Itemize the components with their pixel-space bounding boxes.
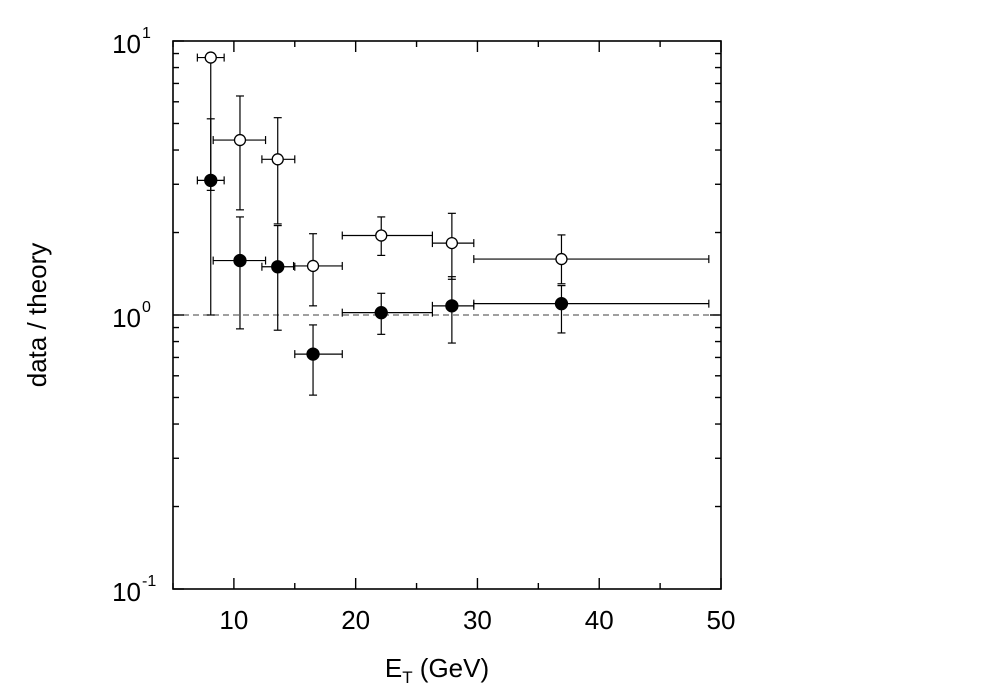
y-tick-label-exponent: -1 [142, 573, 156, 590]
x-tick-label: 50 [707, 605, 736, 635]
x-tick-label: 30 [463, 605, 492, 635]
plot-frame [172, 40, 722, 590]
filled-data-point [204, 173, 218, 188]
x-axis-title: ET (GeV) [385, 653, 489, 687]
y-axis-title: data / theory [22, 243, 52, 388]
x-tick-label: 10 [219, 605, 248, 635]
open-data-point [555, 252, 568, 266]
marker-layer [204, 51, 569, 361]
y-tick-label-exponent: 1 [142, 25, 151, 42]
x-axis-title-unit: (GeV) [413, 653, 490, 683]
open-data-point [204, 51, 217, 64]
errorbar-layer [196, 53, 710, 396]
x-tick-label: 40 [585, 605, 614, 635]
open-data-point [375, 229, 388, 242]
x-tick-label: 20 [341, 605, 370, 635]
open-data-point [233, 133, 247, 147]
open-data-point [271, 153, 284, 166]
open-data-point [445, 236, 459, 250]
open-data-point [306, 259, 320, 273]
filled-data-point [554, 297, 569, 311]
y-tick-label: 10 [112, 577, 141, 607]
filled-data-point [233, 253, 247, 268]
filled-data-point [374, 305, 388, 320]
filled-data-point [271, 260, 285, 274]
y-tick-label: 10 [112, 303, 141, 333]
filled-data-point [306, 347, 320, 361]
x-axis-title-subscript: T [402, 668, 412, 687]
y-tick-label: 10 [112, 29, 141, 59]
filled-data-point [445, 299, 459, 313]
x-axis-title-main: E [385, 653, 402, 683]
y-tick-label-exponent: 0 [142, 299, 151, 316]
